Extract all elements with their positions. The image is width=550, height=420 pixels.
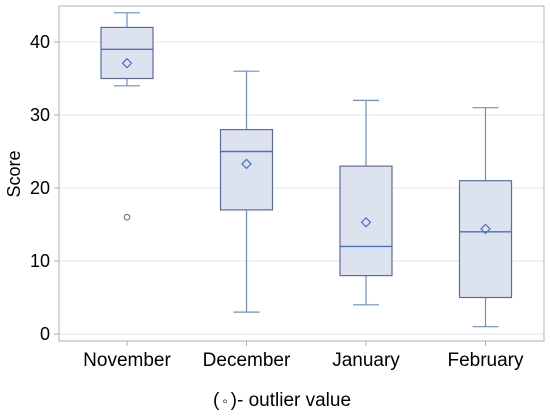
y-axis-title: Score — [4, 150, 24, 197]
y-axis: 0 10 20 30 40 — [30, 32, 59, 344]
footnote-open-paren: ( — [213, 390, 220, 411]
mean-marker — [121, 57, 133, 69]
plot-frame — [58, 5, 545, 342]
footnote-legend: (◦)- outlier value — [213, 390, 351, 411]
footnote-text: )- outlier value — [231, 390, 351, 411]
y-tick-label: 30 — [30, 105, 50, 125]
box-group-december — [219, 70, 274, 313]
iqr-box — [458, 180, 513, 299]
boxes-layer — [100, 12, 513, 328]
box-group-february — [458, 107, 513, 328]
iqr-box — [339, 165, 393, 277]
footnote: (◦)- outlier value — [213, 390, 351, 411]
box-group-january — [339, 99, 393, 306]
x-tick-label: January — [332, 350, 400, 371]
y-tick-label: 10 — [30, 251, 50, 271]
iqr-box — [219, 129, 274, 211]
x-tick-label: February — [447, 350, 524, 371]
y-tick-label: 20 — [30, 178, 50, 198]
mean-marker — [241, 158, 252, 170]
box-group-november — [100, 12, 154, 221]
x-tick-label: November — [83, 350, 171, 371]
x-tick-label: December — [203, 350, 291, 371]
y-tick-label: 0 — [40, 324, 50, 344]
x-axis: November December January February — [83, 341, 524, 371]
outlier-symbol-icon: ◦ — [222, 393, 227, 410]
iqr-box — [100, 26, 154, 80]
y-tick-label: 40 — [30, 32, 50, 52]
outlier-point — [123, 213, 131, 221]
mean-marker — [480, 223, 491, 235]
mean-marker — [360, 216, 372, 228]
